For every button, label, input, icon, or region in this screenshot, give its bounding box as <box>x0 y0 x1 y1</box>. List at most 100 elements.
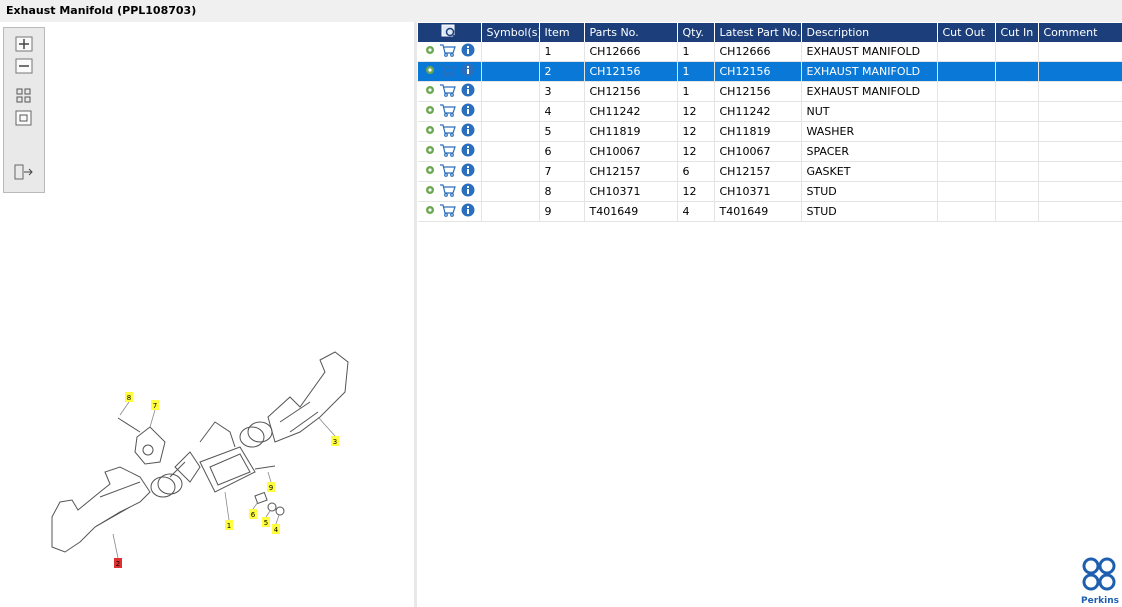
row-actions[interactable] <box>418 42 482 62</box>
table-row[interactable]: 5 CH11819 12 CH11819 WASHER <box>418 121 1122 142</box>
cut-in-cell <box>995 81 1039 102</box>
callout-label[interactable]: 4 <box>274 526 279 534</box>
table-row[interactable]: 9 T401649 4 T401649 STUD <box>418 201 1122 222</box>
table-row[interactable]: 7 CH12157 6 CH12157 GASKET <box>418 161 1122 182</box>
parts-no-cell: CH10067 <box>584 141 678 162</box>
row-actions[interactable] <box>418 141 482 162</box>
comment-cell <box>1038 161 1122 182</box>
description-cell: EXHAUST MANIFOLD <box>801 42 938 62</box>
actual-size-button[interactable] <box>15 110 32 126</box>
parts-no-cell: CH11242 <box>584 101 678 122</box>
cut-out-cell <box>937 101 996 122</box>
table-row[interactable]: 8 CH10371 12 CH10371 STUD <box>418 181 1122 202</box>
zoom-in-button[interactable] <box>15 36 33 52</box>
column-header[interactable]: Description <box>801 23 938 42</box>
qty-cell: 12 <box>677 121 715 142</box>
comment-cell <box>1038 141 1122 162</box>
cut-out-cell <box>937 61 996 82</box>
cut-in-cell <box>995 141 1039 162</box>
column-header[interactable]: Qty. <box>677 23 715 42</box>
callout-box[interactable] <box>125 392 133 402</box>
description-cell: SPACER <box>801 141 938 162</box>
callout-label[interactable]: 1 <box>227 522 231 530</box>
cut-out-cell <box>937 121 996 142</box>
latest-cell: CH12666 <box>714 42 802 62</box>
row-actions[interactable] <box>418 101 482 122</box>
row-actions[interactable] <box>418 81 482 102</box>
qty-cell: 1 <box>677 81 715 102</box>
parts-no-cell: CH12666 <box>584 42 678 62</box>
latest-cell: CH11819 <box>714 121 802 142</box>
item-cell: 1 <box>539 42 585 62</box>
search-column-header[interactable] <box>418 23 482 42</box>
comment-cell <box>1038 101 1122 122</box>
cut-out-cell <box>937 81 996 102</box>
description-cell: NUT <box>801 101 938 122</box>
column-header[interactable]: Latest Part No. <box>714 23 802 42</box>
callout-label[interactable]: 6 <box>251 511 256 519</box>
table-row[interactable]: 6 CH10067 12 CH10067 SPACER <box>418 141 1122 162</box>
column-header[interactable]: Item <box>539 23 585 42</box>
qty-cell: 4 <box>677 201 715 222</box>
callout-label[interactable]: 3 <box>333 438 337 446</box>
description-cell: EXHAUST MANIFOLD <box>801 81 938 102</box>
callout-box[interactable] <box>262 517 270 527</box>
window-title: Exhaust Manifold (PPL108703) <box>0 0 1122 22</box>
comment-cell <box>1038 61 1122 82</box>
parts-no-cell: CH10371 <box>584 181 678 202</box>
item-cell: 5 <box>539 121 585 142</box>
callout-box[interactable] <box>114 558 122 568</box>
callout-box[interactable] <box>331 436 339 446</box>
callout-box[interactable] <box>272 524 280 534</box>
row-actions[interactable] <box>418 121 482 142</box>
item-cell: 3 <box>539 81 585 102</box>
callout-label[interactable]: 5 <box>264 519 268 527</box>
column-header[interactable]: Parts No. <box>584 23 678 42</box>
table-row[interactable]: 4 CH11242 12 CH11242 NUT <box>418 101 1122 122</box>
callout-label[interactable]: 9 <box>269 484 273 492</box>
column-header[interactable]: Comment <box>1038 23 1122 42</box>
row-actions[interactable] <box>418 181 482 202</box>
latest-cell: CH12156 <box>714 61 802 82</box>
callout-label[interactable]: 8 <box>127 394 131 402</box>
cut-out-cell <box>937 161 996 182</box>
row-actions[interactable] <box>418 61 482 82</box>
column-header[interactable]: Cut Out <box>937 23 996 42</box>
item-cell: 9 <box>539 201 585 222</box>
cut-in-cell <box>995 61 1039 82</box>
symbol-cell <box>481 81 540 102</box>
item-cell: 4 <box>539 101 585 122</box>
callout-box[interactable] <box>267 482 275 492</box>
description-cell: STUD <box>801 201 938 222</box>
table-row[interactable]: 1 CH12666 1 CH12666 EXHAUST MANIFOLD <box>418 42 1122 62</box>
qty-cell: 12 <box>677 181 715 202</box>
callout-label[interactable]: 2 <box>116 560 120 568</box>
cut-in-cell <box>995 101 1039 122</box>
callout-box[interactable] <box>151 400 159 410</box>
qty-cell: 12 <box>677 141 715 162</box>
symbol-cell <box>481 181 540 202</box>
column-header[interactable]: Symbol(s) <box>481 23 540 42</box>
zoom-out-button[interactable] <box>15 58 33 74</box>
table-row[interactable]: 2 CH12156 1 CH12156 EXHAUST MANIFOLD <box>418 61 1122 82</box>
fit-button[interactable] <box>16 88 31 103</box>
column-header[interactable]: Cut In <box>995 23 1039 42</box>
callout-box[interactable] <box>225 520 233 530</box>
row-actions[interactable] <box>418 201 482 222</box>
callout-label[interactable]: 7 <box>153 402 157 410</box>
cut-out-cell <box>937 42 996 62</box>
latest-cell: CH10371 <box>714 181 802 202</box>
export-button[interactable] <box>14 164 33 180</box>
table-row[interactable]: 3 CH12156 1 CH12156 EXHAUST MANIFOLD <box>418 81 1122 102</box>
search-icon <box>441 24 457 39</box>
comment-cell <box>1038 201 1122 222</box>
row-actions[interactable] <box>418 161 482 182</box>
cut-in-cell <box>995 181 1039 202</box>
callout-box[interactable] <box>249 509 257 519</box>
item-cell: 6 <box>539 141 585 162</box>
symbol-cell <box>481 101 540 122</box>
parts-no-cell: CH12156 <box>584 81 678 102</box>
symbol-cell <box>481 121 540 142</box>
symbol-cell <box>481 201 540 222</box>
